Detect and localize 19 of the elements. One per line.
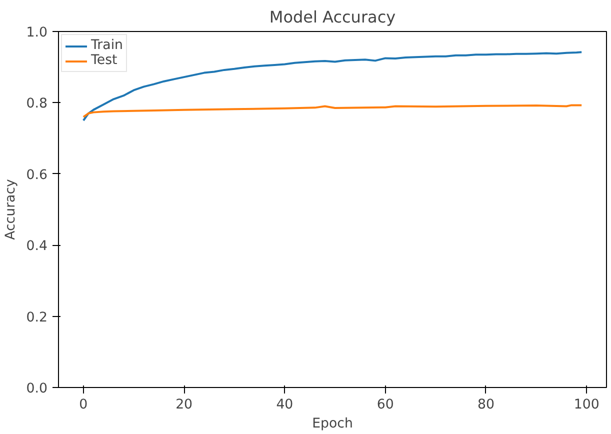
y-tick-label: 0.6 <box>26 168 48 183</box>
x-tick-label: 60 <box>376 398 394 412</box>
legend-label: Test <box>91 53 118 68</box>
y-tick-label: 0.2 <box>26 310 48 326</box>
line-series <box>82 51 583 122</box>
x-axis-title: Epoch <box>312 416 353 432</box>
legend-label: Train <box>91 38 123 53</box>
y-tick-label: 0.4 <box>26 239 48 254</box>
x-tick-label: 40 <box>276 398 294 412</box>
x-tick-label: 20 <box>176 398 193 412</box>
line-series <box>82 104 583 118</box>
x-tick-label: 80 <box>478 398 494 412</box>
y-tick-label: 1.0 <box>26 26 48 40</box>
y-axis-title: Accuracy <box>3 178 18 240</box>
x-tick-label: 100 <box>574 398 600 412</box>
chart-title: Model Accuracy <box>269 8 396 26</box>
y-tick-label: 0.0 <box>26 382 48 396</box>
y-tick-label: 0.8 <box>26 96 48 112</box>
x-tick-label: 0 <box>79 398 88 412</box>
